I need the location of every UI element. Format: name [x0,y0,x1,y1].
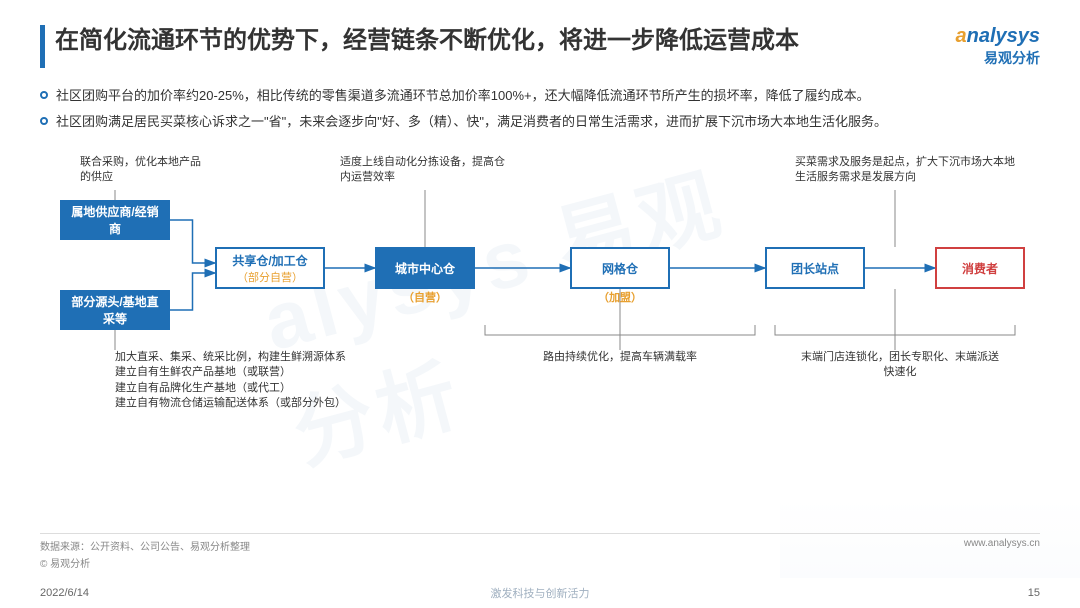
title-block: 在简化流通环节的优势下，经营链条不断优化，将进一步降低运营成本 [40,25,799,68]
node-shared: 共享仓/加工仓（部分自营） [215,247,325,289]
node-sub-city: （自营） [375,291,475,306]
logo-sub: 易观分析 [955,48,1040,68]
flowchart-diagram: 属地供应商/经销商部分源头/基地直采等 共享仓/加工仓（部分自营） 城市中心仓 （自营… [40,155,1040,435]
node-supplier: 属地供应商/经销商 [60,200,170,240]
annotation-a4: 加大直采、集采、统采比例，构建生鲜溯源体系建立自有生鲜农产品基地（或联营）建立自… [115,350,415,412]
bottom-bar: 2022/6/14 激发科技与创新活力 15 [0,578,1080,608]
bullet-dot-icon [40,91,48,99]
header: 在简化流通环节的优势下，经营链条不断优化，将进一步降低运营成本 analysys… [0,0,1080,78]
node-leader: 团长站点 [765,247,865,289]
annotation-a3: 买菜需求及服务是起点，扩大下沉市场大本地生活服务需求是发展方向 [795,155,1015,186]
node-city: 城市中心仓 [375,247,475,289]
footer-center: 激发科技与创新活力 [373,585,706,601]
bullet-text: 社区团购平台的加价率约20-25%，相比传统的零售渠道多流通环节总加价率100%… [56,86,870,106]
copyright: © 易观分析 [40,555,90,570]
date: 2022/6/14 [40,587,373,599]
annotation-a1: 联合采购，优化本地产品的供应 [80,155,210,186]
bullet-dot-icon [40,117,48,125]
annotation-a2: 适度上线自动化分拣设备，提高仓内运营效率 [340,155,510,186]
logo-blue: nalysys [967,25,1040,47]
footer-source: 数据来源：公开资料、公司公告、易观分析整理 www.analysys.cn [40,533,1040,553]
logo: analysys 易观分析 [955,25,1040,68]
page-number: 15 [707,587,1040,599]
bullet-2: 社区团购满足居民买菜核心诉求之一"省"，未来会逐步向"好、多（精）、快"，满足消… [40,112,1040,132]
logo-orange: a [955,25,966,47]
logo-text: analysys [955,25,1040,48]
source-text: 数据来源：公开资料、公司公告、易观分析整理 [40,538,250,553]
page-title: 在简化流通环节的优势下，经营链条不断优化，将进一步降低运营成本 [55,25,799,68]
bullet-text: 社区团购满足居民买菜核心诉求之一"省"，未来会逐步向"好、多（精）、快"，满足消… [56,112,887,132]
bullets: 社区团购平台的加价率约20-25%，相比传统的零售渠道多流通环节总加价率100%… [0,78,1080,145]
node-grid: 网格仓 [570,247,670,289]
annotation-a6: 末端门店连锁化，团长专职化、末端派送快速化 [800,350,1000,381]
node-direct: 部分源头/基地直采等 [60,290,170,330]
node-sub-grid: （加盟） [570,291,670,306]
title-accent-bar [40,25,45,68]
bullet-1: 社区团购平台的加价率约20-25%，相比传统的零售渠道多流通环节总加价率100%… [40,86,1040,106]
node-consumer: 消费者 [935,247,1025,289]
footer-url: www.analysys.cn [964,538,1040,553]
annotation-a5: 路由持续优化，提高车辆满载率 [520,350,720,365]
